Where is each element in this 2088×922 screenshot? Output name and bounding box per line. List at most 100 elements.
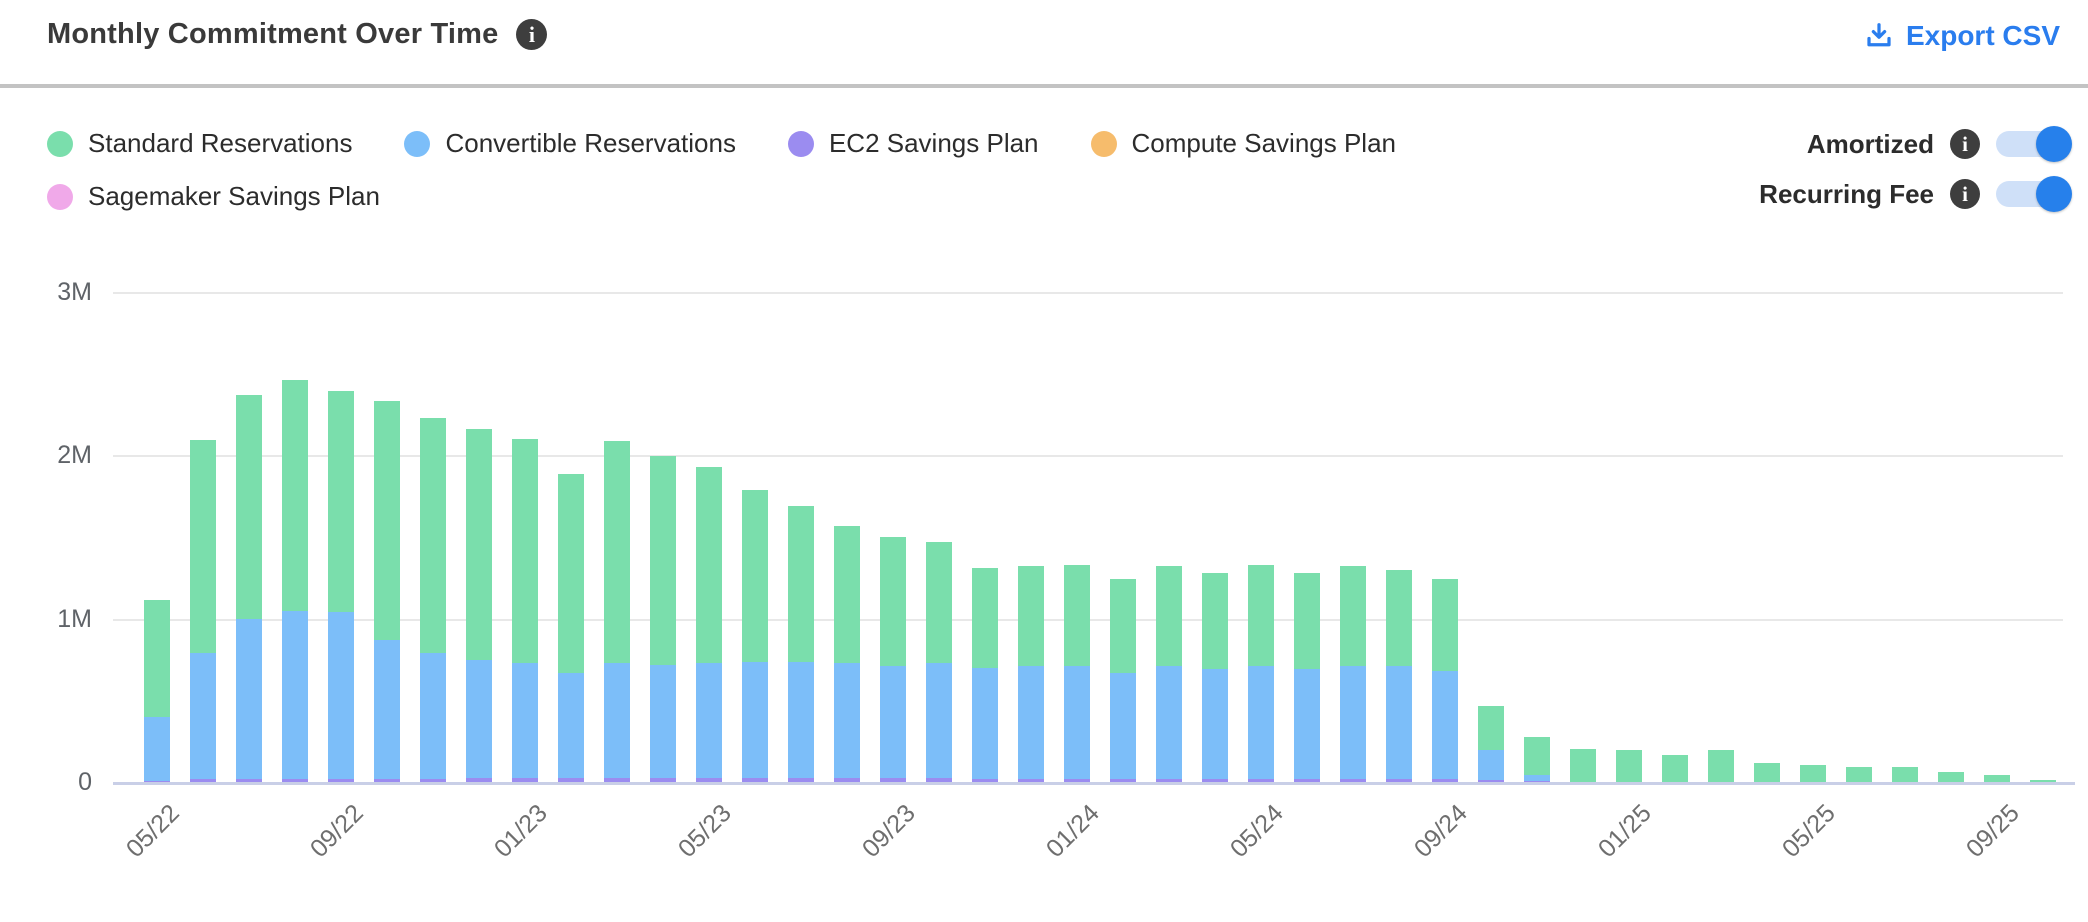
bar-09/24[interactable]: [1432, 230, 1458, 783]
bar-segment: [1340, 566, 1366, 667]
bar-segment: [880, 777, 906, 782]
bar-segment: [558, 473, 584, 673]
bar-06/24[interactable]: [1294, 230, 1320, 783]
bar-segment: [1708, 750, 1734, 783]
bar-segment: [1202, 669, 1228, 779]
bar-05/22[interactable]: [144, 230, 170, 783]
bar-segment: [282, 379, 308, 611]
bar-10/22[interactable]: [374, 230, 400, 783]
page-title: Monthly Commitment Over Time: [47, 18, 499, 50]
chart-toggles: Amortized i Recurring Fee i: [1759, 126, 2072, 212]
legend-item[interactable]: Standard Reservations: [47, 128, 352, 159]
bar-segment: [1478, 750, 1504, 780]
bar-segment: [972, 667, 998, 779]
x-axis-tick: 01/24: [1040, 799, 1105, 864]
bar-05/25[interactable]: [1800, 230, 1826, 783]
toggle-switch[interactable]: [1996, 126, 2072, 162]
bar-segment: [788, 506, 814, 662]
bar-01/23[interactable]: [512, 230, 538, 783]
bar-segment: [1202, 572, 1228, 670]
y-axis-tick: 0: [78, 768, 92, 796]
bar-02/24[interactable]: [1110, 230, 1136, 783]
bar-segment: [1478, 706, 1504, 751]
bar-12/22[interactable]: [466, 230, 492, 783]
title-info-icon[interactable]: i: [516, 19, 548, 50]
bar-segment: [512, 663, 538, 778]
bar-segment: [558, 777, 584, 782]
bar-segment: [1386, 778, 1412, 783]
bar-02/23[interactable]: [558, 230, 584, 783]
bar-segment: [1110, 672, 1136, 779]
bar-04/23[interactable]: [650, 230, 676, 783]
bar-segment: [328, 778, 354, 783]
x-axis-tick: 05/25: [1776, 799, 1841, 864]
legend-label: EC2 Savings Plan: [828, 128, 1039, 158]
bar-03/24[interactable]: [1156, 230, 1182, 783]
bar-01/24[interactable]: [1064, 230, 1090, 783]
bar-segment: [1800, 765, 1826, 783]
bar-08/23[interactable]: [834, 230, 860, 783]
bar-segment: [236, 618, 262, 779]
bar-segment: [236, 778, 262, 783]
bar-08/22[interactable]: [282, 230, 308, 783]
bar-09/25[interactable]: [1984, 230, 2010, 783]
bar-09/22[interactable]: [328, 230, 354, 783]
bar-10/23[interactable]: [926, 230, 952, 783]
bar-11/22[interactable]: [420, 230, 446, 783]
gridline: [113, 291, 2063, 294]
legend-item[interactable]: Compute Savings Plan: [1090, 128, 1396, 159]
y-axis-tick: 2M: [57, 441, 92, 469]
bar-12/23[interactable]: [1018, 230, 1044, 783]
bar-11/24[interactable]: [1524, 230, 1550, 783]
export-csv-button[interactable]: Export CSV: [1864, 20, 2060, 52]
x-axis-tick: 05/23: [672, 799, 737, 864]
bar-segment: [1938, 771, 1964, 783]
bar-segment: [880, 537, 906, 667]
bar-07/22[interactable]: [236, 230, 262, 783]
bar-03/23[interactable]: [604, 230, 630, 783]
toggle-info-icon[interactable]: i: [1950, 129, 1980, 159]
bar-segment: [926, 542, 952, 664]
bar-segment: [1064, 778, 1090, 783]
bar-segment: [1064, 564, 1090, 667]
bar-segment: [788, 777, 814, 782]
bar-segment: [466, 659, 492, 778]
bar-06/25[interactable]: [1846, 230, 1872, 783]
toggle-info-icon[interactable]: i: [1950, 179, 1980, 209]
bar-07/23[interactable]: [788, 230, 814, 783]
bar-01/25[interactable]: [1616, 230, 1642, 783]
bar-08/25[interactable]: [1938, 230, 1964, 783]
bar-segment: [1294, 669, 1320, 779]
bar-08/24[interactable]: [1386, 230, 1412, 783]
bar-04/25[interactable]: [1754, 230, 1780, 783]
bar-segment: [190, 440, 216, 654]
bar-06/23[interactable]: [742, 230, 768, 783]
legend-item[interactable]: EC2 Savings Plan: [787, 128, 1039, 159]
bar-09/23[interactable]: [880, 230, 906, 783]
bar-segment: [742, 661, 768, 778]
bar-05/23[interactable]: [696, 230, 722, 783]
bar-segment: [604, 777, 630, 782]
bar-segment: [1018, 666, 1044, 779]
bar-06/22[interactable]: [190, 230, 216, 783]
bar-07/25[interactable]: [1892, 230, 1918, 783]
x-axis-line: [113, 782, 2075, 785]
bar-05/24[interactable]: [1248, 230, 1274, 783]
bar-02/25[interactable]: [1662, 230, 1688, 783]
bar-segment: [1156, 666, 1182, 779]
bar-12/24[interactable]: [1570, 230, 1596, 783]
bar-10/25[interactable]: [2030, 230, 2056, 783]
bar-04/24[interactable]: [1202, 230, 1228, 783]
bar-segment: [1248, 564, 1274, 667]
bar-segment: [420, 653, 446, 779]
toggle-switch[interactable]: [1996, 176, 2072, 212]
bar-segment: [1248, 778, 1274, 783]
legend-item[interactable]: Convertible Reservations: [404, 128, 736, 159]
bar-07/24[interactable]: [1340, 230, 1366, 783]
bar-10/24[interactable]: [1478, 230, 1504, 783]
toggle-row: Amortized i: [1807, 126, 2072, 162]
legend-item[interactable]: Sagemaker Savings Plan: [47, 181, 380, 212]
bar-03/25[interactable]: [1708, 230, 1734, 783]
bar-segment: [1478, 779, 1504, 783]
bar-11/23[interactable]: [972, 230, 998, 783]
